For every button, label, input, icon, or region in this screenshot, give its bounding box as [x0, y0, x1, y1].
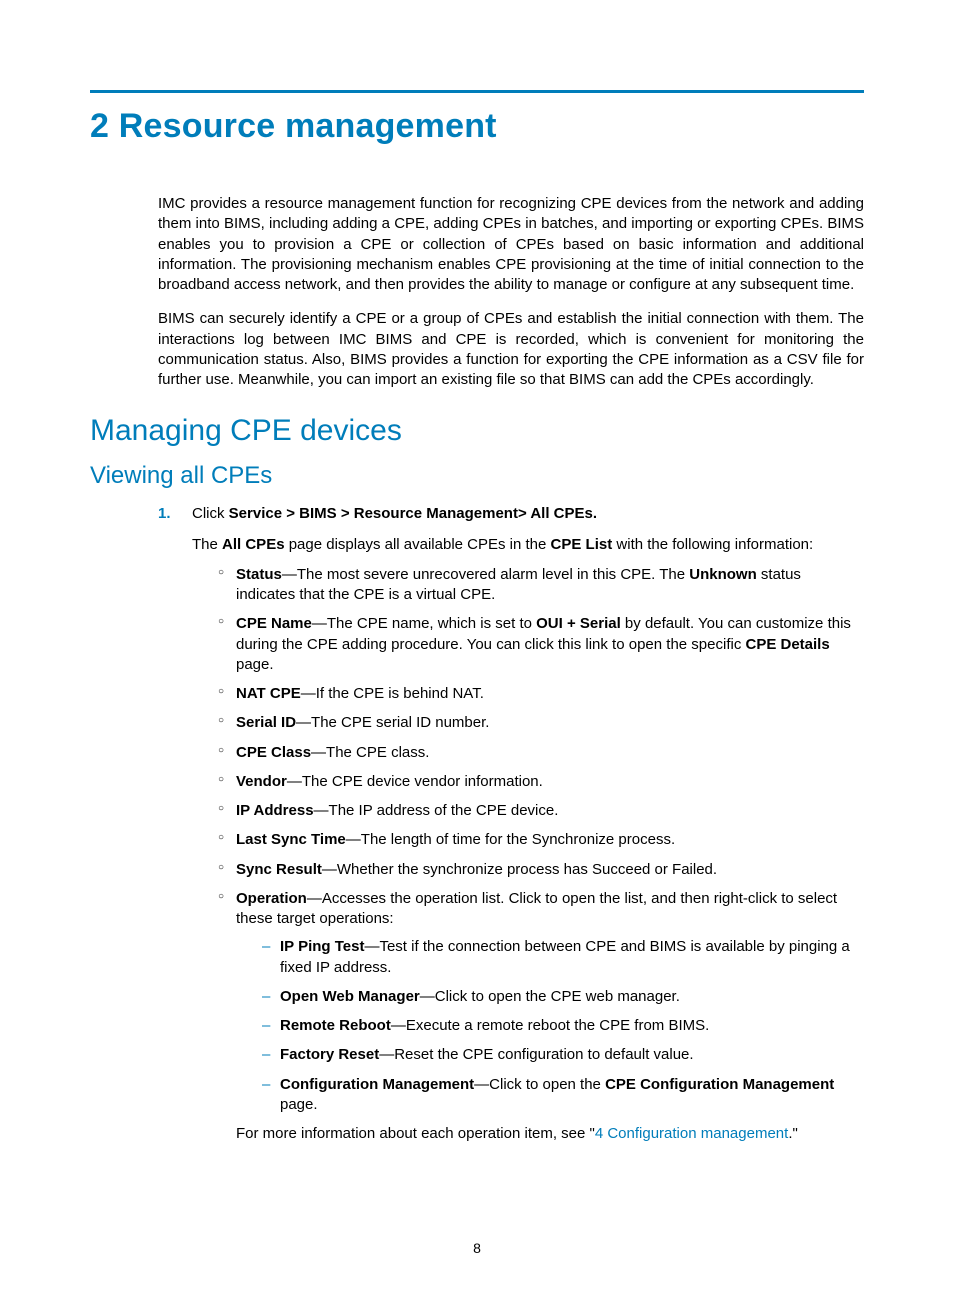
steps-list: Click Service > BIMS > Resource Manageme… [158, 504, 864, 1144]
intro-paragraph: BIMS can securely identify a CPE or a gr… [158, 309, 864, 390]
field-item: Status—The most severe unrecovered alarm… [218, 565, 864, 606]
field-item: Operation—Accesses the operation list. C… [218, 889, 864, 1145]
field-item: Last Sync Time—The length of time for th… [218, 830, 864, 850]
operation-item: Remote Reboot—Execute a remote reboot th… [262, 1016, 864, 1036]
intro-paragraph: IMC provides a resource management funct… [158, 194, 864, 295]
step-text: Click [192, 505, 229, 522]
operation-item: Configuration Management—Click to open t… [262, 1075, 864, 1116]
chapter-rule [90, 90, 864, 93]
chapter-title: 2 Resource management [90, 107, 864, 146]
nav-path: Service > BIMS > Resource Management> Al… [229, 505, 597, 522]
document-page: 2 Resource management IMC provides a res… [0, 0, 954, 1296]
field-item: Sync Result—Whether the synchronize proc… [218, 860, 864, 880]
page-number: 8 [0, 1240, 954, 1256]
operation-item: Open Web Manager—Click to open the CPE w… [262, 987, 864, 1007]
field-item: CPE Class—The CPE class. [218, 743, 864, 763]
intro-block: IMC provides a resource management funct… [158, 194, 864, 390]
operation-item: IP Ping Test—Test if the connection betw… [262, 937, 864, 978]
field-list: Status—The most severe unrecovered alarm… [192, 565, 864, 1145]
field-item: CPE Name—The CPE name, which is set to O… [218, 614, 864, 675]
step-description: The All CPEs page displays all available… [192, 535, 864, 555]
operation-list: IP Ping Test—Test if the connection betw… [236, 937, 864, 1115]
operation-item: Factory Reset—Reset the CPE configuratio… [262, 1045, 864, 1065]
field-item: Vendor—The CPE device vendor information… [218, 772, 864, 792]
subsection-title: Viewing all CPEs [90, 462, 864, 490]
field-item: NAT CPE—If the CPE is behind NAT. [218, 684, 864, 704]
step-instruction: Click Service > BIMS > Resource Manageme… [192, 504, 864, 524]
cross-reference-link[interactable]: 4 Configuration management [595, 1125, 788, 1142]
field-item: IP Address—The IP address of the CPE dev… [218, 801, 864, 821]
more-info-text: For more information about each operatio… [236, 1124, 864, 1144]
field-item: Serial ID—The CPE serial ID number. [218, 713, 864, 733]
step-item: Click Service > BIMS > Resource Manageme… [158, 504, 864, 1144]
section-title: Managing CPE devices [90, 414, 864, 448]
